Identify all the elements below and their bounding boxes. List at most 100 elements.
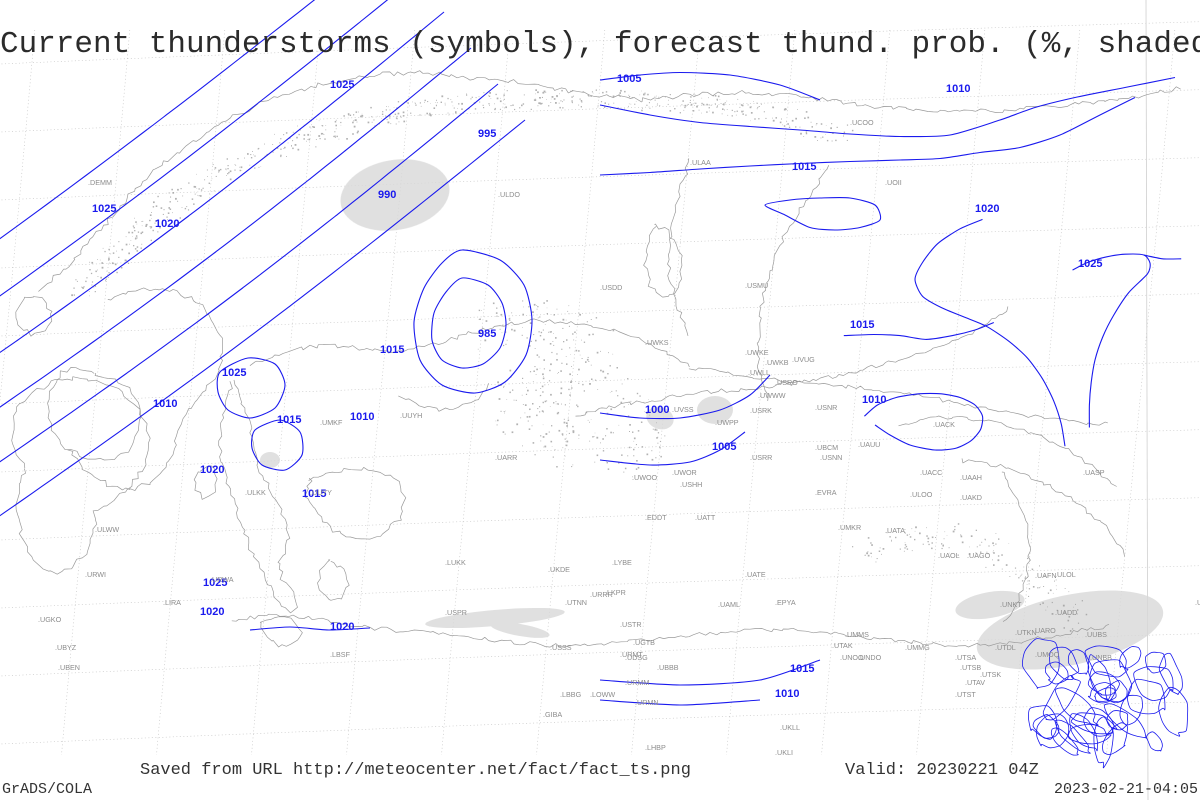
svg-text:.UWPP: .UWPP (715, 418, 739, 427)
svg-text:.UATA: .UATA (885, 526, 905, 535)
svg-text:.UBYZ: .UBYZ (55, 643, 77, 652)
svg-text:.USTR: .USTR (620, 620, 642, 629)
svg-text:990: 990 (378, 189, 396, 201)
svg-text:.UATE: .UATE (745, 570, 766, 579)
svg-text:1005: 1005 (617, 73, 641, 85)
svg-text:.UVSS: .UVSS (672, 405, 694, 414)
svg-text:985: 985 (478, 328, 496, 340)
svg-text:.UTAK: .UTAK (832, 641, 853, 650)
svg-text:.URMN: .URMN (635, 698, 659, 707)
svg-text:.UMMG: .UMMG (905, 643, 930, 652)
svg-text:.LBSF: .LBSF (330, 650, 351, 659)
svg-text:.UMKR: .UMKR (838, 523, 861, 532)
svg-text:1020: 1020 (200, 606, 224, 618)
svg-text:.UTNN: .UTNN (565, 598, 587, 607)
svg-text:.ULDO: .ULDO (498, 190, 520, 199)
svg-text:.UWKE: .UWKE (745, 348, 769, 357)
svg-text:.EDDT: .EDDT (645, 513, 667, 522)
svg-text:.UOII: .UOII (885, 178, 902, 187)
svg-text:.LUKK: .LUKK (445, 558, 466, 567)
svg-text:.USRK: .USRK (750, 406, 772, 415)
svg-text:1025: 1025 (92, 203, 116, 215)
svg-text:.UBBB: .UBBB (657, 663, 679, 672)
svg-text:.USSS: .USSS (550, 643, 572, 652)
svg-text:.LBBG: .LBBG (560, 690, 582, 699)
svg-text:.UTST: .UTST (955, 690, 976, 699)
svg-text:.URMM: .URMM (625, 678, 649, 687)
svg-text:1010: 1010 (775, 688, 799, 700)
svg-text:.UKLL: .UKLL (780, 723, 800, 732)
svg-text:.UGTB: .UGTB (633, 638, 655, 647)
svg-text:.UWKB: .UWKB (765, 358, 789, 367)
svg-text:.UTSA: .UTSA (955, 653, 976, 662)
svg-text:1015: 1015 (850, 319, 874, 331)
svg-text:.UTDL: .UTDL (995, 643, 1016, 652)
svg-text:.USPR: .USPR (445, 608, 467, 617)
svg-text:.UBCM: .UBCM (815, 443, 838, 452)
svg-text:.URWA: .URWA (210, 575, 234, 584)
svg-text:.UWKS: .UWKS (645, 338, 669, 347)
svg-text:.UAFN: .UAFN (1035, 571, 1057, 580)
svg-text:.ULWW: .ULWW (95, 525, 119, 534)
svg-text:1025: 1025 (330, 79, 354, 91)
svg-text:.UDSG: .UDSG (625, 653, 648, 662)
svg-text:.ULOO: .ULOO (910, 490, 933, 499)
svg-text:1010: 1010 (946, 83, 970, 95)
svg-text:.USNR: .USNR (815, 403, 837, 412)
svg-text:.UWOO: .UWOO (632, 473, 658, 482)
svg-text:.EPYA: .EPYA (775, 598, 796, 607)
svg-text:.UAKD: .UAKD (960, 493, 982, 502)
svg-text:.UWOR: .UWOR (672, 468, 697, 477)
svg-text:.UNBB: .UNBB (1090, 653, 1112, 662)
svg-text:.USHH: .USHH (680, 480, 702, 489)
svg-text:.UUYY: .UUYY (310, 488, 332, 497)
svg-text:.LOWW: .LOWW (590, 690, 615, 699)
svg-text:1000: 1000 (645, 404, 669, 416)
svg-text:.UAML: .UAML (718, 600, 740, 609)
svg-text:.UATT: .UATT (695, 513, 716, 522)
svg-text:.USDD: .USDD (600, 283, 622, 292)
svg-text:1010: 1010 (350, 411, 374, 423)
svg-text:.UARR: .UARR (495, 453, 517, 462)
svg-text:.UUYH: .UUYH (400, 411, 422, 420)
svg-text:.UMKF: .UMKF (320, 418, 343, 427)
svg-text:.UAUU: .UAUU (858, 440, 880, 449)
svg-text:1015: 1015 (792, 161, 816, 173)
svg-text:.UMMS: .UMMS (845, 630, 869, 639)
svg-text:.UACC: .UACC (920, 468, 942, 477)
svg-text:.UKDE: .UKDE (548, 565, 570, 574)
svg-text:1020: 1020 (155, 218, 179, 230)
svg-text:1010: 1010 (153, 398, 177, 410)
svg-text:.UUEM: .UUEM (1195, 598, 1200, 607)
svg-text:.UNKT: .UNKT (1000, 600, 1022, 609)
svg-text:.URRR: .URRR (590, 590, 613, 599)
svg-text:.USNN: .USNN (820, 453, 842, 462)
svg-text:.UNDO: .UNDO (858, 653, 882, 662)
svg-text:1005: 1005 (712, 441, 736, 453)
svg-text:.UBEN: .UBEN (58, 663, 80, 672)
svg-text:.UAAH: .UAAH (960, 473, 982, 482)
svg-text:.LIRA: .LIRA (163, 598, 181, 607)
svg-text:.EVRA: .EVRA (815, 488, 837, 497)
svg-text:1020: 1020 (200, 464, 224, 476)
svg-text:.UCOO: .UCOO (850, 118, 874, 127)
svg-text:.DEMM: .DEMM (88, 178, 112, 187)
svg-text:.LHBP: .LHBP (645, 743, 666, 752)
svg-text:.UAGO: .UAGO (967, 551, 991, 560)
svg-text:1020: 1020 (330, 621, 354, 633)
svg-text:.USRO: .USRO (775, 378, 798, 387)
svg-text:.ULKK: .ULKK (245, 488, 266, 497)
svg-text:.UVUG: .UVUG (792, 355, 815, 364)
svg-text:995: 995 (478, 128, 496, 140)
svg-text:.USMU: .USMU (745, 281, 768, 290)
svg-text:.UTAV: .UTAV (965, 678, 985, 687)
svg-text:.GIBA: .GIBA (543, 710, 562, 719)
svg-text:.UUBS: .UUBS (1085, 630, 1107, 639)
svg-text:.ULOL: .ULOL (1055, 570, 1076, 579)
svg-text:.UARO: .UARO (1033, 626, 1056, 635)
svg-text:.UTSK: .UTSK (980, 670, 1001, 679)
svg-text:.UWLL: .UWLL (748, 368, 770, 377)
svg-text:.URWI: .URWI (85, 570, 106, 579)
svg-text:1015: 1015 (277, 414, 301, 426)
svg-text:.UGKO: .UGKO (38, 615, 62, 624)
